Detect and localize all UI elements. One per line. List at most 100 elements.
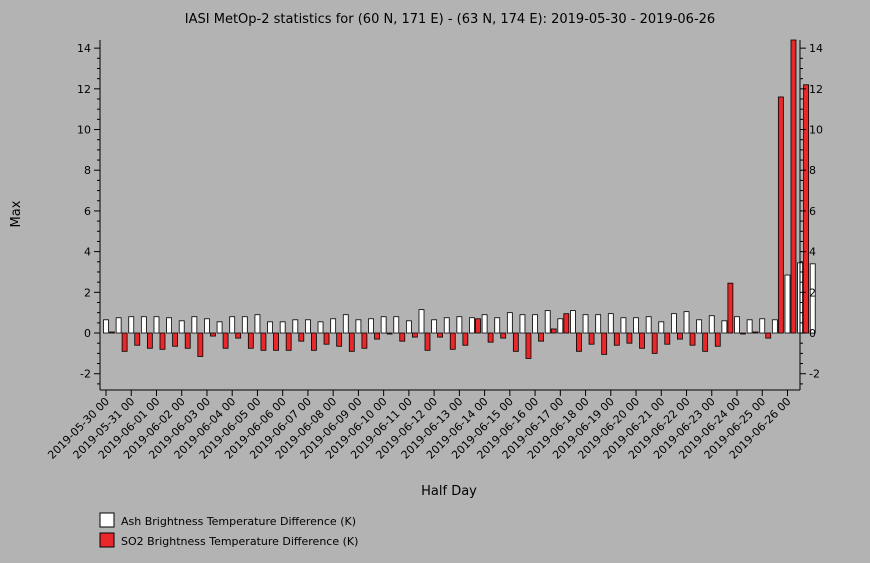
- ash-bar: [178, 320, 185, 334]
- so2-bar: [576, 332, 582, 352]
- ash-bar: [671, 313, 677, 334]
- ash-bar: [607, 313, 614, 334]
- so2-bar: [740, 332, 746, 335]
- ash-bar: [342, 314, 349, 334]
- ash-bar: [506, 312, 513, 334]
- y-tick-label-right: 4: [809, 246, 816, 259]
- ash-bar: [734, 316, 740, 334]
- ash-bar: [494, 317, 501, 334]
- ash-bar: [317, 321, 324, 334]
- so2-bar: [134, 332, 141, 346]
- so2-bar: [714, 332, 721, 347]
- so2-bar: [563, 313, 570, 334]
- so2-bar: [702, 332, 709, 352]
- ash-bar: [431, 319, 438, 334]
- so2-bar: [235, 332, 242, 339]
- ash-bar: [267, 321, 273, 334]
- ash-bar: [368, 318, 374, 334]
- ash-bar: [204, 318, 210, 334]
- ash-bar: [393, 316, 400, 334]
- y-axis-title: Max: [9, 200, 24, 227]
- ash-bar: [595, 314, 602, 334]
- so2-bar: [727, 282, 734, 334]
- so2-bar: [399, 332, 406, 342]
- so2-bar: [109, 331, 115, 334]
- ash-bar: [481, 314, 488, 334]
- so2-bar: [449, 332, 456, 350]
- so2-bar: [210, 332, 216, 337]
- y-axis-left-ticks: -2 0 2 4 6 8 10 12 14: [77, 42, 100, 385]
- ash-bar: [683, 311, 690, 334]
- ash-bar: [759, 318, 766, 334]
- ash-bar: [645, 316, 652, 334]
- so2-bar: [790, 39, 797, 334]
- ash-bar: [103, 319, 109, 334]
- y-tick-label-left: 10: [77, 124, 91, 137]
- ash-bar: [809, 263, 816, 334]
- ash-bar: [721, 320, 728, 334]
- so2-bar: [664, 332, 671, 345]
- ash-bar: [305, 319, 311, 334]
- so2-bar: [525, 332, 532, 359]
- so2-bar: [651, 332, 658, 354]
- ash-bar: [254, 314, 261, 334]
- ash-bar: [153, 316, 160, 334]
- ash-bar: [405, 320, 412, 334]
- so2-bar: [639, 332, 645, 349]
- so2-bar: [121, 332, 128, 352]
- ash-bar: [166, 317, 173, 334]
- legend-swatch-ash: [99, 512, 115, 528]
- ash-bar: [696, 319, 703, 334]
- so2-bar: [512, 332, 519, 352]
- so2-bar: [311, 332, 317, 351]
- so2-bar: [475, 318, 481, 334]
- so2-bar: [374, 332, 380, 340]
- so2-bar: [765, 332, 772, 339]
- so2-bar: [613, 332, 620, 346]
- so2-bar: [247, 332, 254, 349]
- so2-bar: [411, 332, 418, 338]
- ash-bar: [380, 316, 387, 334]
- y-axis-right-ticks: -2 0 2 4 6 8 10 12 14: [800, 42, 823, 385]
- ash-bar: [418, 309, 425, 334]
- ash-bar: [633, 317, 639, 334]
- so2-bar: [159, 332, 166, 350]
- y-tick-label-left: 14: [77, 42, 91, 55]
- so2-bar: [323, 332, 330, 345]
- so2-bar: [550, 328, 557, 334]
- so2-bar: [336, 332, 343, 347]
- so2-bar: [677, 332, 683, 340]
- so2-bar: [172, 332, 179, 347]
- ash-bar: [469, 317, 475, 334]
- ash-bar: [115, 317, 122, 334]
- so2-bar: [260, 332, 267, 351]
- ash-bar: [620, 317, 627, 334]
- y-tick-label-left: 0: [84, 327, 91, 340]
- so2-bar: [777, 96, 784, 334]
- so2-bar: [752, 331, 759, 334]
- so2-bar: [386, 332, 393, 335]
- legend-swatch-so2: [99, 532, 115, 548]
- ash-bar: [519, 314, 526, 334]
- so2-bar: [601, 332, 608, 355]
- so2-bar: [184, 332, 191, 349]
- axes: [99, 40, 801, 391]
- ash-bar: [241, 316, 248, 334]
- ash-bar: [456, 316, 463, 334]
- y-tick-label-left: 8: [84, 164, 91, 177]
- ash-bar: [784, 274, 791, 334]
- so2-bar: [588, 332, 595, 345]
- so2-bar: [689, 332, 696, 346]
- so2-bar: [538, 332, 544, 342]
- ash-bar: [330, 318, 337, 334]
- ash-bar: [140, 316, 147, 334]
- ash-bar: [570, 310, 576, 334]
- so2-bar: [298, 332, 305, 342]
- ash-bar: [355, 319, 362, 334]
- y-tick-label-left: 4: [84, 246, 91, 259]
- so2-bar: [462, 332, 469, 346]
- so2-bar: [361, 332, 368, 349]
- legend-label-ash: Ash Brightness Temperature Difference (K…: [121, 515, 356, 528]
- ash-bar: [746, 319, 753, 334]
